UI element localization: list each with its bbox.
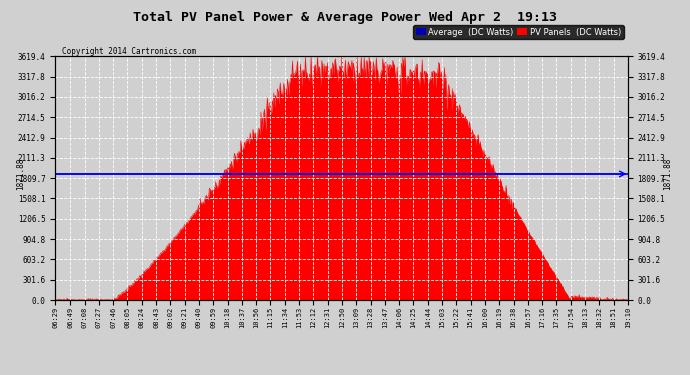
- Legend: Average  (DC Watts), PV Panels  (DC Watts): Average (DC Watts), PV Panels (DC Watts): [413, 25, 624, 39]
- Text: Total PV Panel Power & Average Power Wed Apr 2  19:13: Total PV Panel Power & Average Power Wed…: [133, 11, 557, 24]
- Text: Copyright 2014 Cartronics.com: Copyright 2014 Cartronics.com: [62, 47, 196, 56]
- Text: 1871.88: 1871.88: [664, 158, 673, 190]
- Text: 1871.88: 1871.88: [17, 158, 26, 190]
